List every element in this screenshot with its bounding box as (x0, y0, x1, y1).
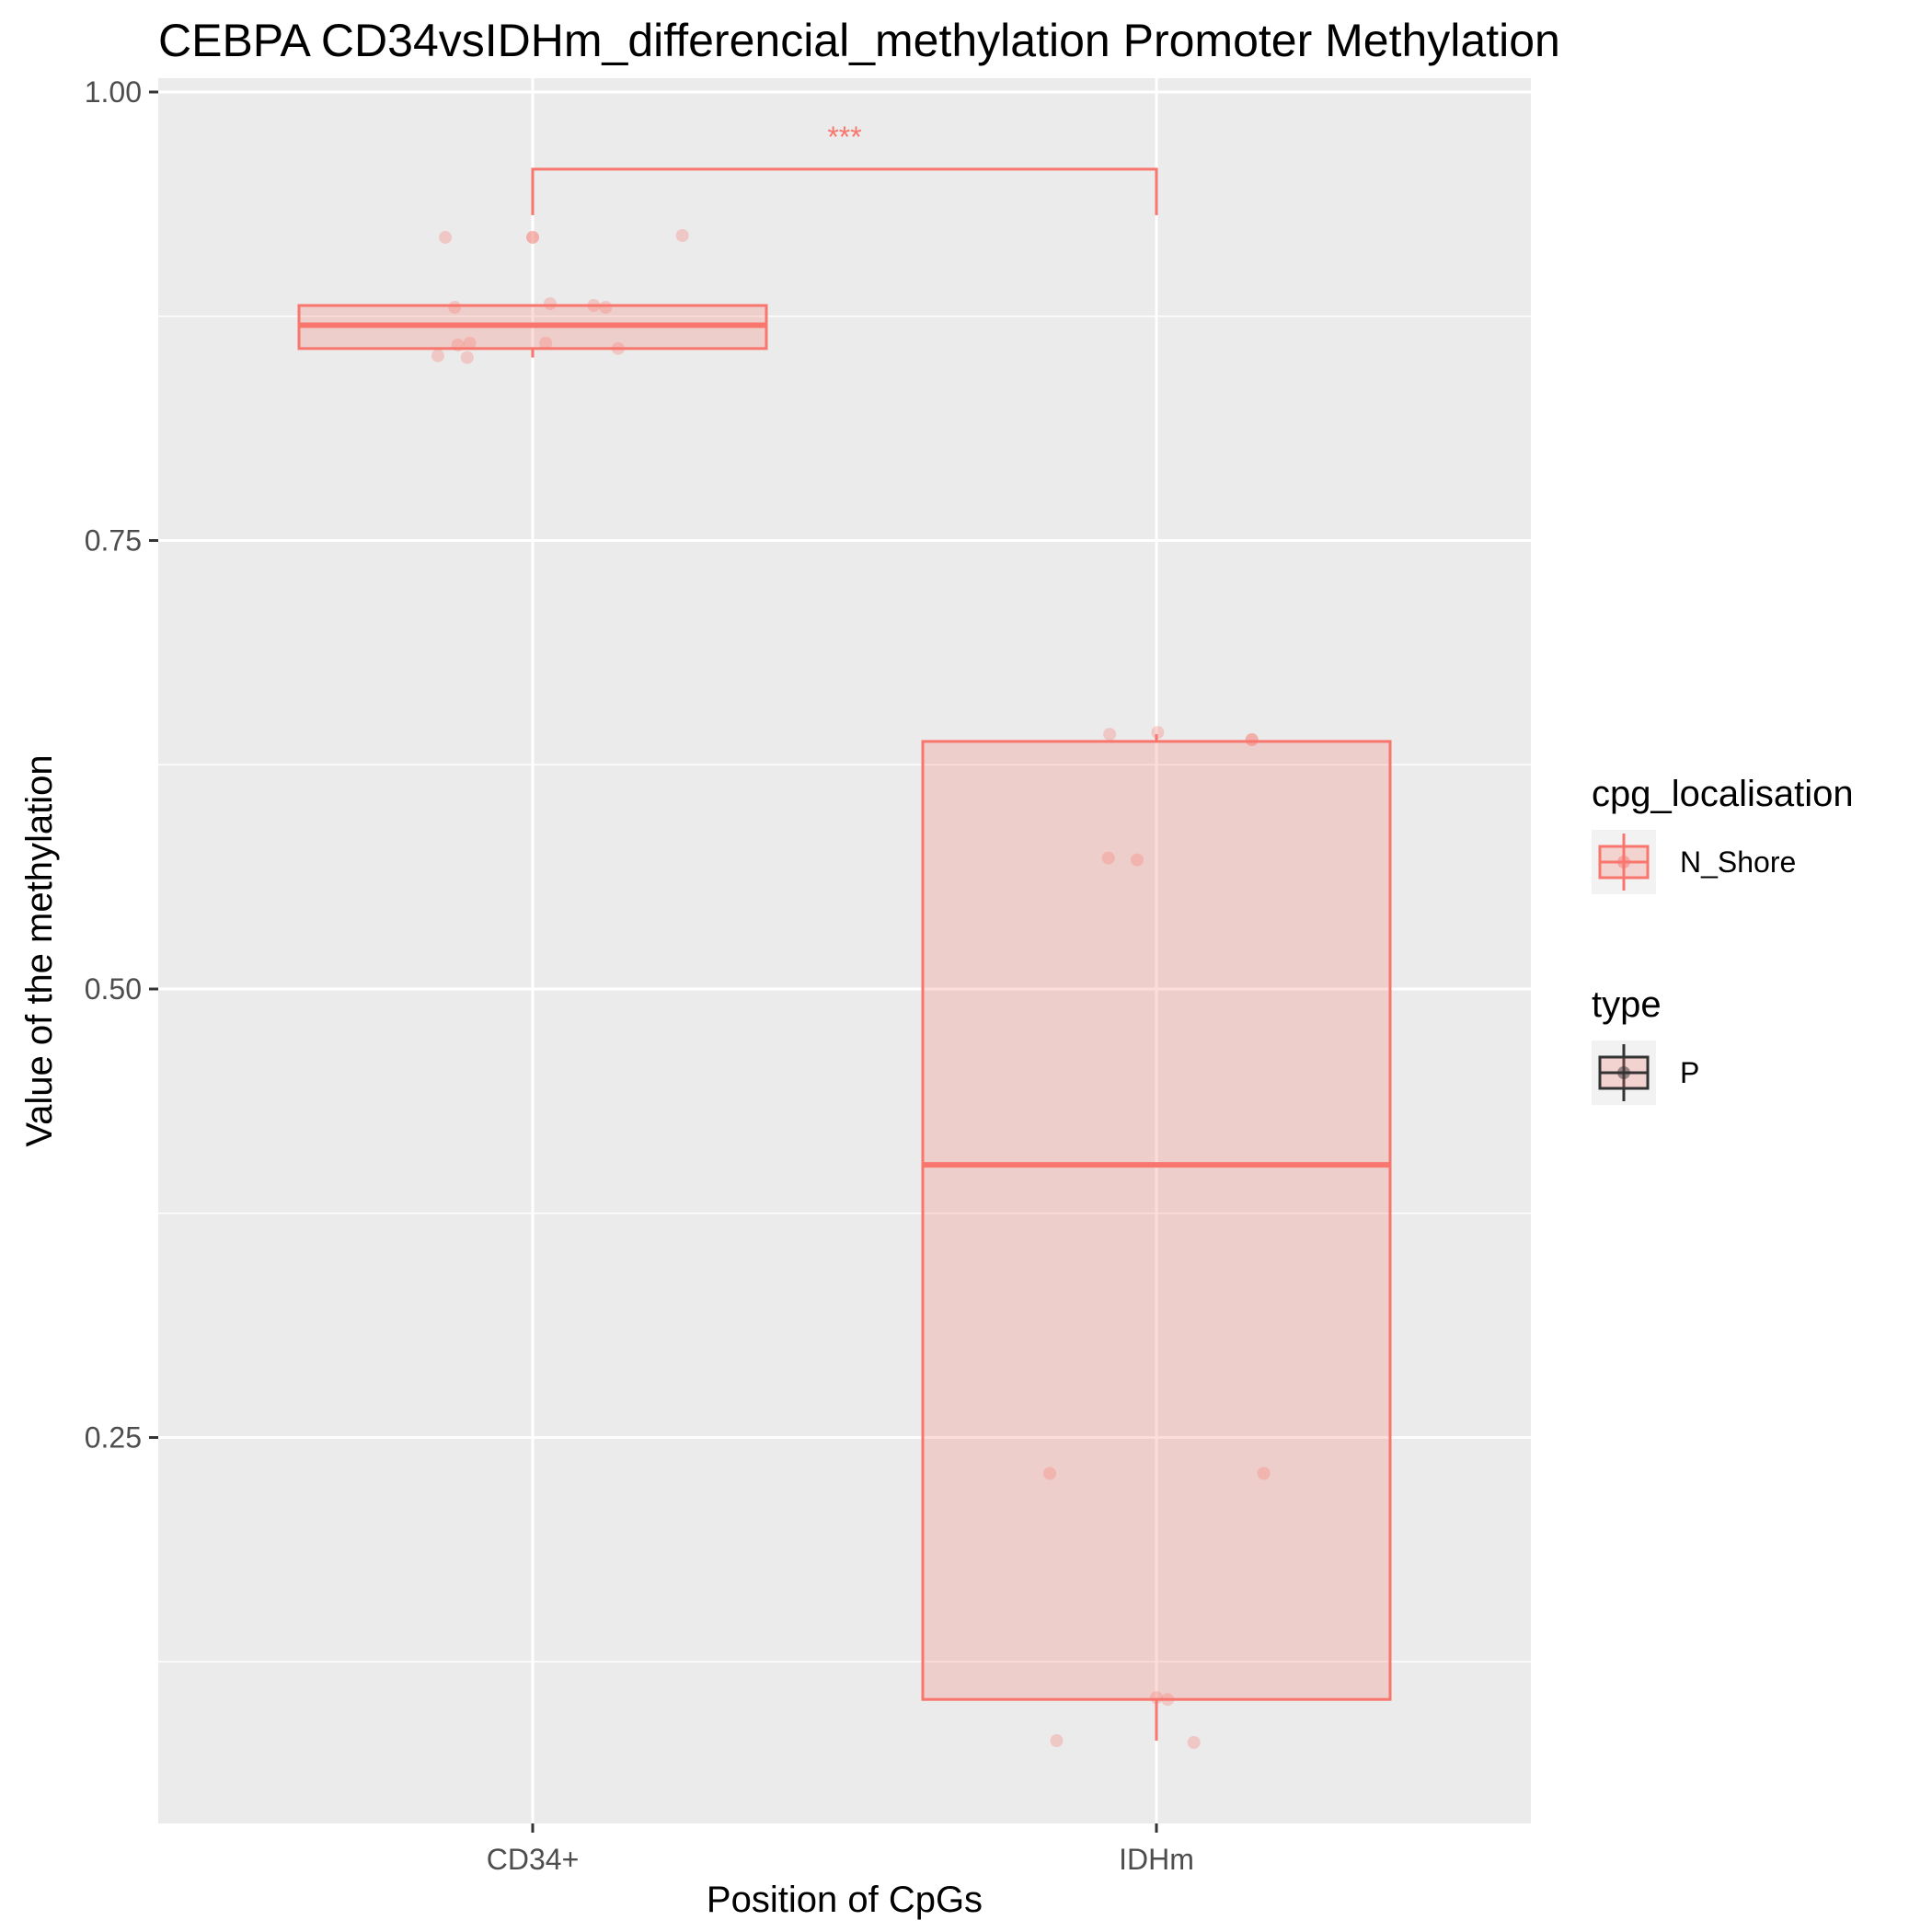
boxplot-IDHm (921, 734, 1392, 1742)
y-tick-label: 0.50 (85, 972, 142, 1006)
data-point (526, 230, 539, 244)
data-point (1257, 1466, 1271, 1480)
legend-entry-label: P (1680, 1056, 1699, 1089)
data-point (1245, 732, 1259, 746)
legend-key-point (1617, 856, 1630, 868)
y-tick-label: 0.25 (85, 1421, 142, 1455)
data-point (1101, 851, 1115, 865)
legend-key (1592, 830, 1656, 894)
data-point (1161, 1693, 1175, 1707)
data-point (611, 341, 625, 355)
data-point (1130, 853, 1144, 867)
data-point (448, 301, 462, 314)
jitter-points (431, 229, 1271, 1749)
data-point (451, 338, 465, 351)
legend-entry-label: N_Shore (1680, 845, 1796, 879)
boxplots (297, 304, 1392, 1742)
axes: 0.25 0.50 0.75 1.00 CD34+ IDHm (85, 75, 1194, 1876)
data-point (431, 349, 444, 362)
plot-panel (158, 78, 1531, 1823)
legend-key-point (1617, 1066, 1630, 1079)
legend-cpg_localisation: cpg_localisation N_Shore (1592, 774, 1854, 894)
grid-lines (158, 78, 1531, 1823)
data-point (1050, 1734, 1064, 1748)
data-point (463, 337, 477, 350)
x-tick-label: IDHm (1119, 1843, 1194, 1876)
y-tick-label: 1.00 (85, 75, 142, 109)
data-point (460, 351, 474, 364)
data-point (543, 297, 557, 311)
y-tick-label: 0.75 (85, 524, 142, 558)
data-point (1151, 726, 1165, 740)
legend-key (1592, 1041, 1656, 1105)
x-axis-title: Position of CpGs (707, 1880, 983, 1920)
chart-title: CEBPA CD34vsIDHm_differencial_methylatio… (158, 15, 1560, 66)
data-point (1187, 1736, 1201, 1749)
data-point (599, 301, 613, 314)
legend-title: type (1592, 984, 1662, 1025)
data-point (1043, 1466, 1057, 1480)
data-point (675, 229, 689, 242)
data-point (1150, 1691, 1163, 1705)
data-point (587, 299, 601, 313)
legend-type: type P (1592, 984, 1699, 1105)
box-iqr (921, 740, 1392, 1701)
significance-bracket: *** (531, 121, 1158, 215)
y-axis-title: Value of the methylation (19, 754, 60, 1146)
data-point (1103, 728, 1117, 742)
x-tick-label: CD34+ (487, 1843, 580, 1876)
data-point (539, 337, 553, 350)
significance-label: *** (827, 121, 861, 154)
data-point (1245, 732, 1259, 746)
data-point (526, 230, 539, 244)
significance-bracket-line (531, 167, 1158, 215)
data-point (439, 230, 453, 244)
legend-title: cpg_localisation (1592, 774, 1854, 814)
boxplot-CD34+ (297, 304, 768, 358)
